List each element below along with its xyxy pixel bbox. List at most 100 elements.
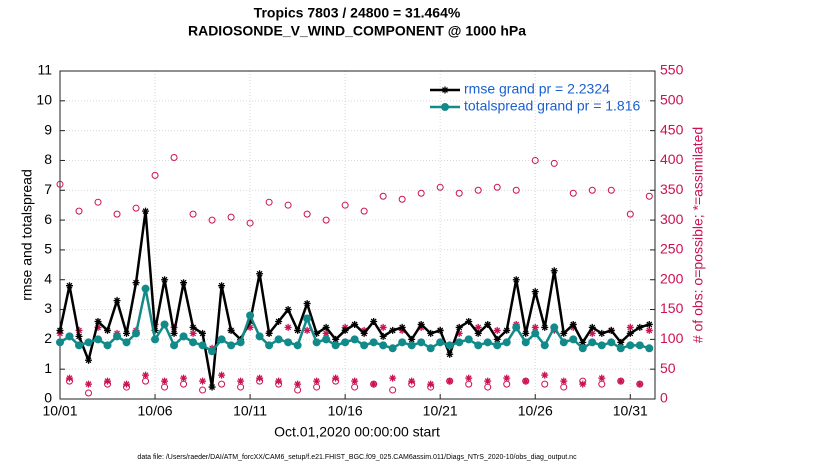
series-marker: [312, 338, 321, 347]
series-marker: [303, 314, 312, 323]
obs-marker: [294, 386, 302, 394]
obs-marker: [189, 329, 197, 337]
obs-marker: [645, 192, 653, 200]
x-tick-label: 10/16: [328, 403, 363, 419]
y2-tick-label: 350: [660, 181, 684, 197]
obs-marker: [541, 380, 549, 388]
obs-marker: [493, 326, 501, 334]
series-marker: [66, 282, 74, 290]
series-marker: [94, 317, 102, 325]
obs-marker: [322, 329, 330, 337]
series-marker: [512, 323, 521, 332]
obs-marker: [94, 198, 102, 206]
series-marker: [65, 332, 74, 341]
series-marker: [455, 323, 463, 331]
obs-marker: [161, 377, 169, 385]
obs-marker: [170, 153, 178, 161]
x-axis-label: Oct.01,2020 00:00:00 start: [274, 424, 440, 440]
series-marker: [322, 323, 330, 331]
footnote: data file: /Users/raeder/DAI/ATM_forcXX/…: [137, 454, 577, 461]
series-marker: [132, 279, 140, 287]
obs-marker: [284, 323, 292, 331]
y2-tick-label: 100: [660, 330, 684, 346]
obs-marker: [360, 207, 368, 215]
series-marker: [161, 276, 169, 284]
series-marker: [85, 356, 93, 364]
obs-marker: [313, 377, 321, 385]
series-marker: [483, 338, 492, 347]
obs-marker: [569, 189, 577, 197]
series-marker: [227, 341, 236, 350]
series-marker: [588, 323, 596, 331]
obs-marker: [199, 386, 207, 394]
obs-marker: [512, 186, 520, 194]
y-tick-label: 8: [44, 151, 52, 167]
obs-marker: [560, 377, 568, 385]
y-tick-label: 11: [37, 62, 52, 78]
obs-marker: [256, 374, 264, 382]
series-marker: [113, 297, 121, 305]
series-marker: [493, 341, 502, 350]
series-marker: [427, 329, 435, 337]
legend-marker: [441, 86, 449, 94]
obs-marker: [474, 323, 482, 331]
obs-marker: [284, 201, 292, 209]
obs-marker: [636, 380, 644, 388]
series-marker: [170, 329, 178, 337]
series-marker: [256, 270, 264, 278]
series-marker: [236, 338, 245, 347]
series-marker: [426, 344, 435, 353]
obs-marker: [303, 210, 311, 218]
obs-marker: [370, 380, 378, 388]
x-tick-label: 10/11: [233, 403, 267, 419]
obs-marker: [541, 371, 549, 379]
series-marker: [218, 282, 226, 290]
series-marker: [550, 323, 559, 332]
obs-marker: [389, 386, 397, 394]
y-tick-label: 4: [44, 270, 52, 286]
series-marker: [322, 335, 331, 344]
obs-marker: [237, 383, 245, 391]
series-marker: [502, 338, 511, 347]
series-marker: [388, 344, 397, 353]
series-marker: [559, 338, 568, 347]
x-tick-label: 10/26: [518, 403, 553, 419]
series-marker: [293, 341, 302, 350]
obs-marker: [645, 326, 653, 334]
obs-marker: [199, 377, 207, 385]
series-marker: [104, 326, 112, 334]
series-marker: [455, 338, 464, 347]
obs-marker: [227, 213, 235, 221]
obs-marker: [417, 189, 425, 197]
y2-tick-label: 150: [660, 300, 684, 316]
series-marker: [578, 344, 587, 353]
series-marker: [569, 320, 577, 328]
obs-marker: [550, 159, 558, 167]
obs-marker: [436, 183, 444, 191]
series-marker: [531, 288, 539, 296]
series-marker: [170, 341, 179, 350]
series-marker: [284, 306, 292, 314]
obs-marker: [560, 383, 568, 391]
legend-label: rmse grand pr = 2.2324: [464, 81, 610, 97]
series-marker: [569, 335, 578, 344]
x-tick-label: 10/21: [423, 403, 458, 419]
series-marker: [189, 323, 197, 331]
series-marker: [341, 326, 349, 334]
obs-marker: [455, 189, 463, 197]
obs-marker: [607, 186, 615, 194]
series-marker: [160, 320, 169, 329]
series-marker: [84, 338, 93, 347]
obs-marker: [332, 374, 340, 382]
series-marker: [75, 341, 84, 350]
series-marker: [408, 335, 416, 343]
series-marker: [274, 335, 283, 344]
y2-tick-label: 300: [660, 211, 684, 227]
y-tick-label: 0: [44, 390, 52, 406]
obs-marker: [180, 374, 188, 382]
obs-marker: [75, 207, 83, 215]
series-marker: [94, 335, 103, 344]
y-tick-label: 7: [44, 181, 52, 197]
series-marker: [284, 338, 293, 347]
